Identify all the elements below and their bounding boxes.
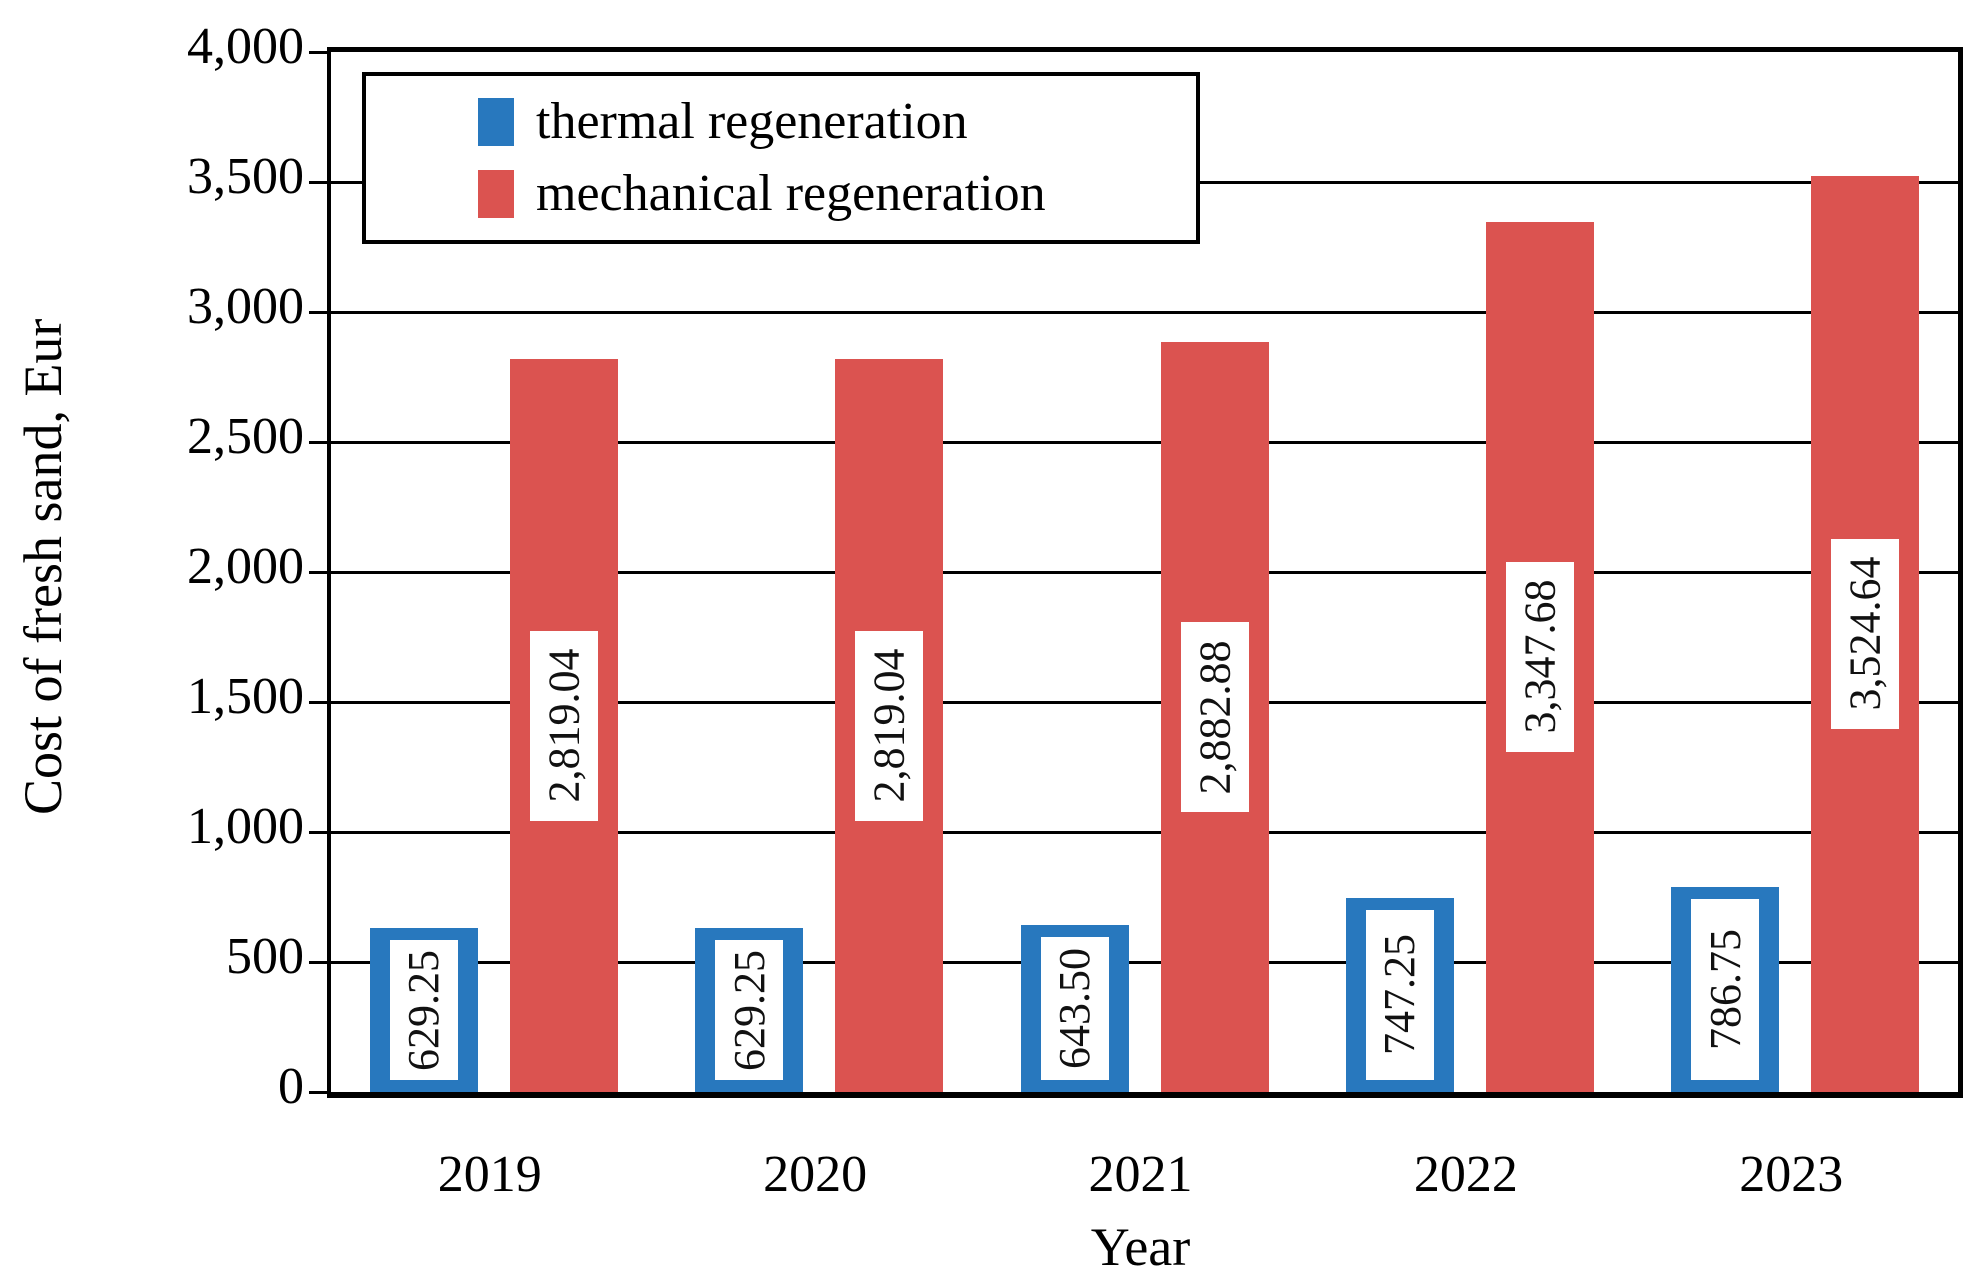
bar-thermal-2020: 629.25	[695, 928, 804, 1092]
bar-value-text: 747.25	[1375, 934, 1425, 1056]
y-tick-label: 2,000	[187, 538, 304, 595]
y-axis-tick	[309, 311, 327, 314]
gridline	[331, 311, 1958, 314]
bar-value-text: 629.25	[399, 949, 449, 1071]
x-tick-label-2019: 2019	[437, 1146, 542, 1203]
y-tick-label: 1,500	[187, 668, 304, 725]
y-tick-label: 0	[278, 1058, 304, 1115]
bar-value-text: 3,524.64	[1840, 556, 1890, 711]
x-tick-label-2020: 2020	[763, 1146, 868, 1203]
bar-value-label: 629.25	[715, 940, 784, 1080]
x-tick-label-2022: 2022	[1413, 1146, 1518, 1203]
y-axis-tick	[309, 571, 327, 574]
y-tick-label: 4,000	[187, 18, 304, 75]
y-axis-tick	[309, 961, 327, 964]
y-axis-tick	[309, 1091, 327, 1094]
legend-label: mechanical regeneration	[536, 165, 1046, 222]
gridline	[331, 831, 1958, 834]
bar-thermal-2019: 629.25	[369, 928, 478, 1092]
bar-value-text: 3,347.68	[1515, 579, 1565, 734]
bar-value-text: 2,819.04	[539, 648, 589, 803]
y-tick-label: 2,500	[187, 408, 304, 465]
y-axis-tick	[309, 181, 327, 184]
bar-mechanical-2023: 3,524.64	[1811, 175, 1920, 1092]
x-tick-label-2021: 2021	[1088, 1146, 1193, 1203]
bar-value-label: 643.50	[1040, 936, 1109, 1080]
legend-item-mechanical: mechanical regeneration	[478, 166, 1196, 222]
bar-value-text: 643.50	[1050, 947, 1099, 1069]
bar-value-label: 2,882.88	[1180, 622, 1249, 813]
bar-value-label: 747.25	[1365, 909, 1434, 1080]
x-axis-title: Year	[1090, 1217, 1191, 1277]
legend: thermal regeneration mechanical regenera…	[362, 72, 1200, 244]
gridline	[331, 701, 1958, 704]
bar-mechanical-2019: 2,819.04	[509, 359, 618, 1092]
bar-thermal-2021: 643.50	[1020, 924, 1129, 1092]
thermal-swatch-icon	[478, 98, 514, 146]
y-tick-label: 3,500	[187, 148, 304, 205]
y-tick-label: 500	[226, 928, 304, 985]
bar-value-text: 786.75	[1700, 929, 1750, 1051]
y-tick-label: 1,000	[187, 798, 304, 855]
bar-value-label: 786.75	[1691, 899, 1760, 1080]
y-axis-tick	[309, 51, 327, 54]
bar-thermal-2022: 747.25	[1345, 897, 1454, 1092]
y-axis-tick	[309, 831, 327, 834]
bar-value-label: 3,524.64	[1831, 538, 1900, 729]
bar-mechanical-2021: 2,882.88	[1160, 342, 1269, 1092]
gridline	[331, 441, 1958, 444]
bar-value-label: 3,347.68	[1505, 561, 1574, 752]
y-axis-tick	[309, 701, 327, 704]
bar-value-label: 2,819.04	[529, 630, 598, 821]
bar-thermal-2023: 786.75	[1671, 887, 1780, 1092]
y-axis-tick	[309, 441, 327, 444]
gridline	[331, 571, 1958, 574]
bar-value-text: 629.25	[724, 949, 774, 1071]
x-tick-label-2023: 2023	[1739, 1146, 1844, 1203]
legend-item-thermal: thermal regeneration	[478, 94, 1196, 150]
bar-mechanical-2022: 3,347.68	[1485, 221, 1594, 1092]
bar-value-label: 629.25	[389, 940, 458, 1080]
bar-mechanical-2020: 2,819.04	[835, 359, 944, 1092]
bar-value-label: 2,819.04	[855, 630, 924, 821]
y-tick-label: 3,000	[187, 278, 304, 335]
bar-value-text: 2,882.88	[1190, 640, 1239, 795]
legend-label: thermal regeneration	[536, 93, 968, 150]
mechanical-swatch-icon	[478, 170, 514, 218]
gridline	[331, 961, 1958, 964]
bar-value-text: 2,819.04	[864, 648, 914, 803]
